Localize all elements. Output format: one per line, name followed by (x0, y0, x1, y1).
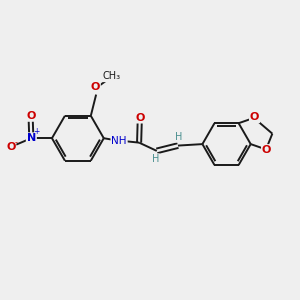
Text: O: O (262, 145, 271, 155)
Text: O: O (91, 82, 100, 92)
Text: O: O (135, 112, 144, 123)
Text: +: + (33, 127, 40, 136)
Text: -: - (14, 138, 17, 147)
Text: H: H (175, 132, 182, 142)
Text: O: O (250, 112, 259, 122)
Text: O: O (6, 142, 15, 152)
Text: N: N (27, 133, 36, 143)
Text: NH: NH (111, 136, 127, 146)
Text: H: H (152, 154, 159, 164)
Text: O: O (26, 111, 35, 121)
Text: CH₃: CH₃ (102, 71, 121, 81)
